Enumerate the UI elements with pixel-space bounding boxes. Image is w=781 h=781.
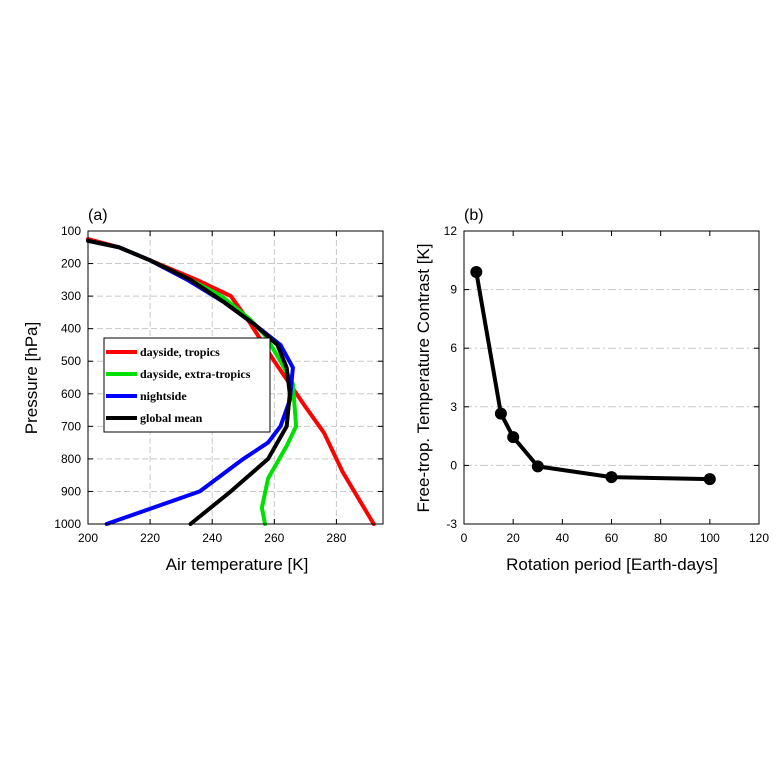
panel-b-x-tick-label: 80 bbox=[654, 531, 668, 545]
panel-b-y-tick-label: 6 bbox=[450, 341, 457, 355]
legend-label-dayside-tropics: dayside, tropics bbox=[140, 345, 220, 359]
panel-a-y-tick-label: 600 bbox=[61, 387, 81, 401]
panel-b-x-tick-label: 40 bbox=[556, 531, 570, 545]
panel-b-label: (b) bbox=[464, 207, 484, 224]
panel-b-y-axis-label: Free-trop. Temperature Contrast [K] bbox=[414, 244, 433, 513]
series-line-contrast bbox=[474, 271, 710, 482]
panel-a-x-tick-label: 280 bbox=[326, 531, 346, 545]
data-point-20 bbox=[507, 431, 520, 444]
panel-a-y-tick-label: 700 bbox=[61, 419, 81, 433]
panel-a-label: (a) bbox=[88, 207, 108, 224]
panel-b-x-tick-label: 60 bbox=[605, 531, 619, 545]
data-point-5 bbox=[470, 266, 483, 278]
panel-b-grid bbox=[464, 289, 759, 466]
panel-b-series-line bbox=[474, 271, 710, 482]
panel-b-ticks: 0 20 40 60 80 100 120 -3 0 3 6 9 12 bbox=[444, 224, 770, 545]
data-point-30 bbox=[531, 460, 544, 473]
panel-b-x-tick-label: 0 bbox=[461, 531, 468, 545]
panel-a-y-tick-label: 800 bbox=[61, 452, 81, 466]
legend-label-global-mean: global mean bbox=[140, 411, 203, 425]
panel-a-x-tick-label: 200 bbox=[78, 531, 98, 545]
panel-b-x-tick-label: 20 bbox=[506, 531, 520, 545]
panel-a-y-tick-label: 300 bbox=[61, 289, 81, 303]
panel-a-x-tick-label: 240 bbox=[202, 531, 222, 545]
panel-b-y-tick-label: -3 bbox=[446, 517, 457, 531]
panel-b-y-tick-label: 12 bbox=[444, 224, 458, 238]
panel-b-y-tick-label: 0 bbox=[450, 458, 457, 472]
legend-label-dayside-extra-tropics: dayside, extra-tropics bbox=[140, 367, 251, 381]
panel-b-markers bbox=[470, 266, 716, 486]
legend-label-nightside: nightside bbox=[140, 389, 187, 403]
panel-a-x-tick-label: 220 bbox=[140, 531, 160, 545]
panel-a-legend: dayside, tropics dayside, extra-tropics … bbox=[103, 337, 271, 433]
panel-a-y-tick-label: 1000 bbox=[54, 517, 81, 531]
panel-a-y-tick-label: 900 bbox=[61, 484, 81, 498]
series-line-global-mean bbox=[86, 238, 292, 526]
panel-b-temperature-contrast: 0 20 40 60 80 100 120 -3 0 3 6 9 12 (b) Rotation per… bbox=[414, 207, 769, 574]
panel-b-x-axis-label: Rotation period [Earth-days] bbox=[506, 555, 718, 574]
panel-a-y-axis-label: Pressure [hPa] bbox=[22, 322, 41, 434]
panel-b-y-tick-label: 3 bbox=[450, 400, 457, 414]
panel-a-plot-frame bbox=[87, 230, 384, 525]
panel-a-y-tick-label: 500 bbox=[61, 354, 81, 368]
panel-a-ticks: 200 220 240 260 280 100 200 300 400 500 600 700 800 9… bbox=[54, 224, 383, 545]
panel-b-x-tick-label: 100 bbox=[700, 531, 720, 545]
panel-a-x-axis-label: Air temperature [K] bbox=[166, 555, 309, 574]
panel-b-x-tick-label: 120 bbox=[749, 531, 769, 545]
panel-a-y-tick-label: 200 bbox=[61, 257, 81, 271]
panel-a-y-tick-label: 400 bbox=[61, 322, 81, 336]
data-point-100 bbox=[703, 473, 716, 486]
data-point-60 bbox=[605, 471, 618, 484]
panel-a-y-tick-label: 100 bbox=[61, 224, 81, 238]
panel-a-temperature-profiles: 200 220 240 260 280 100 200 300 400 500 600 700 800 9… bbox=[22, 207, 384, 574]
panel-b-y-tick-label: 9 bbox=[450, 283, 457, 297]
data-point-15 bbox=[494, 407, 507, 420]
panel-a-x-tick-label: 260 bbox=[264, 531, 284, 545]
